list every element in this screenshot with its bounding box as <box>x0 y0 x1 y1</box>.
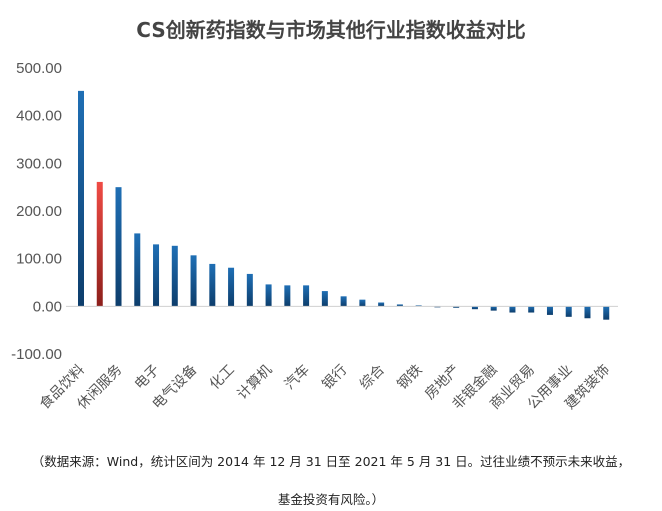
bar <box>340 296 347 307</box>
x-category-label: 计算机 <box>234 362 275 403</box>
y-tick-label: 200.00 <box>16 203 62 220</box>
bar-series <box>78 90 610 320</box>
x-category-label: 汽车 <box>281 361 313 393</box>
y-tick-label: 300.00 <box>16 155 62 172</box>
y-tick-label: -100.00 <box>11 346 62 363</box>
footnote-line-1: （数据来源：Wind，统计区间为 2014 年 12 月 31 日至 2021 … <box>31 454 631 469</box>
bar <box>509 306 516 313</box>
y-tick-label: 400.00 <box>16 108 62 125</box>
bar <box>359 299 366 307</box>
bar <box>153 244 160 307</box>
bar <box>284 285 291 307</box>
bar <box>228 267 235 307</box>
bar <box>246 273 253 307</box>
x-category-label: 电子 <box>132 362 163 393</box>
bar <box>546 306 553 315</box>
bar <box>134 233 141 307</box>
bar <box>78 90 84 307</box>
bar <box>171 245 178 307</box>
bar <box>453 306 460 308</box>
bar <box>603 306 610 320</box>
x-category-label: 钢铁 <box>394 362 425 393</box>
bar <box>565 306 572 317</box>
x-category-label: 银行 <box>319 362 350 393</box>
x-category-label: 化工 <box>207 362 238 393</box>
bar <box>209 263 216 307</box>
bar <box>265 284 272 307</box>
bar <box>190 255 197 307</box>
footnote-line-2: 基金投资有风险。） <box>277 492 385 507</box>
bar <box>303 285 310 307</box>
bar <box>471 306 478 310</box>
y-tick-label: 100.00 <box>16 251 62 268</box>
bar <box>396 304 403 307</box>
y-tick-label: 500.00 <box>16 60 62 77</box>
bar <box>321 291 328 307</box>
chart-title: CS创新药指数与市场其他行业指数收益对比 <box>136 18 526 42</box>
x-category-label: 综合 <box>357 362 388 393</box>
bar <box>490 306 497 311</box>
y-axis-ticks: 500.00 400.00 300.00 200.00 100.00 0.00 -100.0… <box>11 60 62 363</box>
bar <box>115 187 122 307</box>
bar-highlight <box>96 181 103 307</box>
bar <box>584 306 591 319</box>
bar <box>378 302 385 307</box>
bar <box>528 306 535 313</box>
y-tick-label: 0.00 <box>33 298 62 315</box>
